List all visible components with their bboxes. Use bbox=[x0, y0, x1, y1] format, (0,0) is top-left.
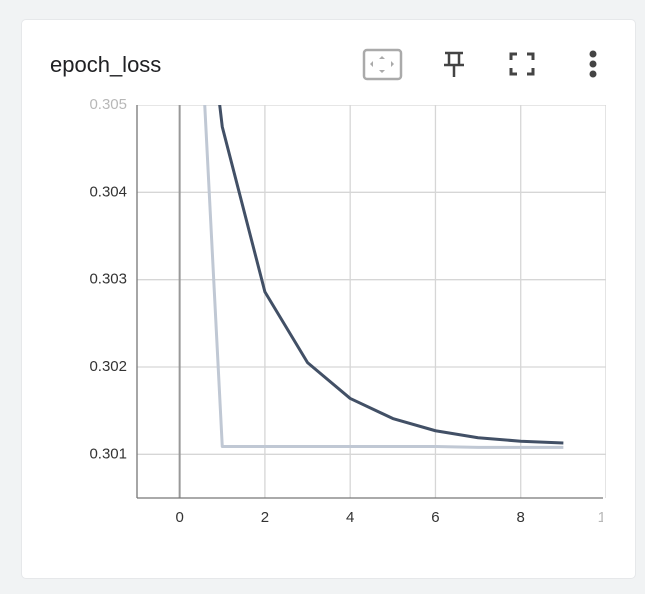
x-tick-label: 8 bbox=[517, 509, 525, 526]
scalar-card: epoch_loss bbox=[22, 20, 635, 578]
x-tick-label: 4 bbox=[346, 509, 354, 526]
series-line bbox=[218, 105, 564, 445]
more-button[interactable] bbox=[589, 50, 597, 78]
x-tick-label: 0 bbox=[175, 509, 183, 526]
series-line bbox=[203, 105, 564, 449]
y-tick-label: 0.304 bbox=[89, 183, 127, 200]
y-tick-label: 0.301 bbox=[89, 445, 127, 462]
y-tick-label: 0.303 bbox=[89, 271, 127, 288]
y-tick-label: 0.305 bbox=[89, 96, 127, 113]
x-tick-label: 2 bbox=[261, 509, 269, 526]
fit-domain-button[interactable] bbox=[362, 48, 403, 81]
x-tick-label: 6 bbox=[431, 509, 439, 526]
fullscreen-button[interactable] bbox=[509, 52, 535, 76]
y-tick-label: 0.302 bbox=[89, 358, 127, 375]
card-title: epoch_loss bbox=[50, 52, 162, 77]
pin-button[interactable] bbox=[444, 51, 464, 77]
x-tick-label: 10 bbox=[598, 509, 615, 526]
